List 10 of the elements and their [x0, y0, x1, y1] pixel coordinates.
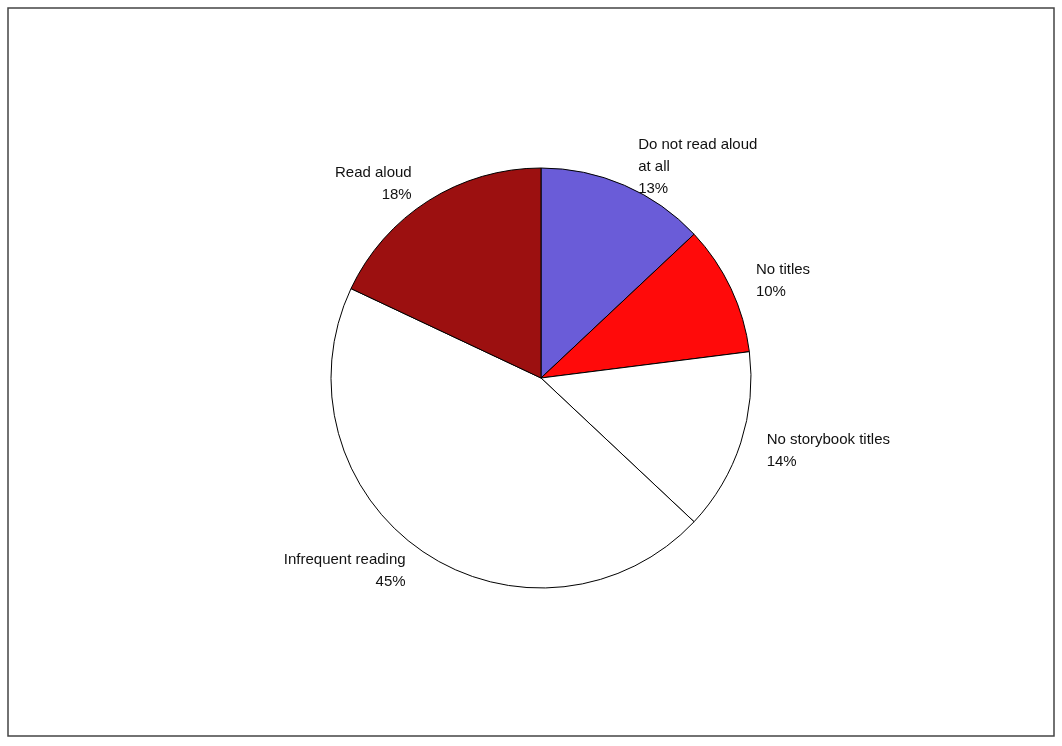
slice-label: No storybook titles	[766, 430, 891, 448]
data-label: 10%	[755, 281, 786, 299]
data-label: 13%	[638, 178, 669, 196]
slice-label: Infrequent reading	[283, 550, 406, 568]
data-label: 18%	[381, 184, 412, 202]
data-label: 45%	[375, 572, 406, 590]
data-label: 14%	[766, 452, 797, 470]
slice-label: Do not read aloud at all	[638, 134, 762, 174]
slice-label: Read aloud	[334, 162, 412, 180]
slice-label: No titles	[755, 259, 811, 277]
